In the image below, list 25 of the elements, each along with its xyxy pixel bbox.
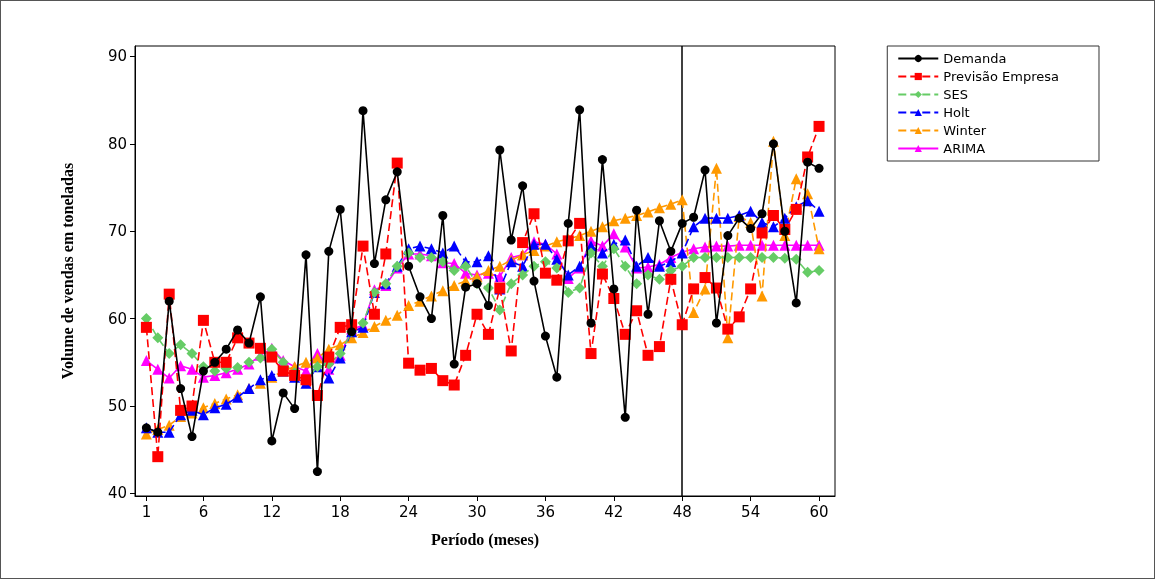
- legend-label: Previsão Empresa: [943, 69, 1060, 84]
- legend-label: Holt: [943, 105, 970, 120]
- legend-label: SES: [943, 87, 968, 102]
- x-tick-label: 6: [198, 502, 209, 521]
- x-tick-label: 18: [330, 502, 350, 521]
- x-tick-label: 48: [672, 502, 692, 521]
- y-tick-label: 60: [107, 309, 127, 328]
- x-tick-label: 42: [604, 502, 624, 521]
- x-tick-label: 24: [399, 502, 419, 521]
- y-tick-label: 90: [107, 47, 127, 66]
- x-tick-label: 54: [741, 502, 761, 521]
- legend-label: ARIMA: [943, 141, 986, 156]
- x-tick-label: 36: [535, 502, 555, 521]
- x-tick-label: 60: [809, 502, 829, 521]
- x-axis-title: Período (meses): [431, 530, 539, 549]
- y-axis-title: Volume de vendas em toneladas: [58, 162, 76, 380]
- x-tick-label: 1: [141, 502, 152, 521]
- y-tick-label: 70: [107, 222, 127, 241]
- x-tick-label: 12: [262, 502, 282, 521]
- y-tick-label: 40: [107, 484, 127, 503]
- y-tick-label: 80: [107, 134, 127, 153]
- legend-label: Winter: [943, 123, 987, 138]
- x-tick-label: 30: [467, 502, 487, 521]
- legend-label: Demanda: [943, 51, 1007, 66]
- y-tick-label: 50: [107, 397, 127, 415]
